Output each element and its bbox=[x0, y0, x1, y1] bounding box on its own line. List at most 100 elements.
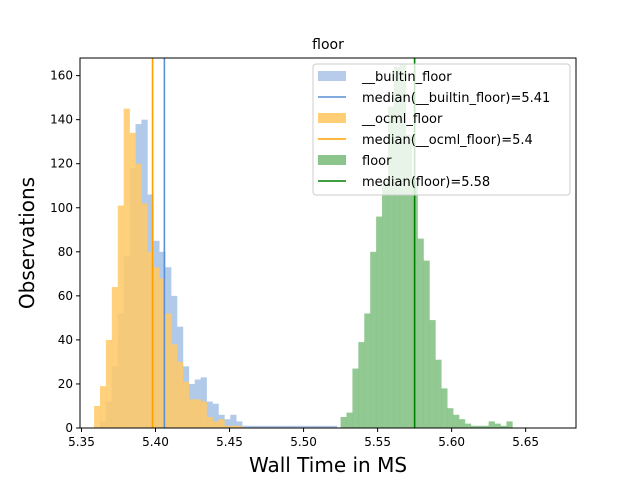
bar bbox=[417, 238, 424, 428]
legend-items: __builtin_floor median(__builtin_floor)=5… bbox=[318, 70, 550, 190]
bar bbox=[358, 342, 365, 428]
x-axis-label: Wall Time in MS bbox=[249, 453, 407, 477]
x-tick-label: 5.45 bbox=[216, 435, 243, 449]
bar bbox=[194, 399, 201, 428]
legend-entry-label: __builtin_floor bbox=[361, 70, 452, 85]
bar bbox=[218, 419, 225, 428]
bar bbox=[242, 425, 249, 428]
bar bbox=[441, 388, 448, 428]
bar bbox=[153, 267, 160, 428]
y-tick-label: 0 bbox=[65, 421, 73, 435]
bar bbox=[352, 368, 359, 428]
bar bbox=[277, 425, 284, 428]
bar bbox=[265, 425, 273, 428]
bar bbox=[230, 425, 237, 428]
bar bbox=[206, 401, 213, 428]
bar bbox=[387, 106, 395, 428]
bar bbox=[453, 414, 460, 428]
bar bbox=[253, 425, 261, 428]
bar bbox=[295, 425, 302, 428]
bar bbox=[200, 401, 207, 428]
bar bbox=[447, 408, 454, 428]
legend-patch-swatch bbox=[318, 71, 346, 81]
bar bbox=[165, 313, 172, 428]
bar bbox=[423, 260, 430, 428]
bar bbox=[212, 403, 219, 428]
bar bbox=[283, 425, 290, 428]
bar bbox=[271, 425, 278, 428]
bar bbox=[476, 425, 484, 428]
bar bbox=[330, 425, 338, 428]
legend-entry-label: floor bbox=[362, 154, 392, 169]
y-axis-label: Observations bbox=[15, 177, 39, 309]
y-tick-label: 160 bbox=[50, 69, 73, 83]
bar bbox=[206, 416, 213, 428]
bar bbox=[248, 425, 255, 428]
bar bbox=[376, 216, 383, 428]
y-tick-label: 120 bbox=[50, 157, 73, 171]
legend-patch-swatch bbox=[318, 113, 346, 123]
x-tick-label: 5.35 bbox=[68, 435, 95, 449]
chart-title: floor bbox=[312, 37, 344, 53]
bar bbox=[236, 425, 243, 428]
x-tick-label: 5.60 bbox=[438, 435, 465, 449]
bar bbox=[382, 181, 389, 428]
legend-entry-label: median(__ocml_floor)=5.4 bbox=[362, 133, 533, 148]
bar bbox=[405, 135, 412, 428]
bar bbox=[364, 313, 371, 428]
bar bbox=[182, 381, 190, 428]
bar bbox=[464, 423, 472, 428]
y-tick-label: 100 bbox=[50, 201, 73, 215]
series-1-bars bbox=[94, 108, 243, 429]
bar bbox=[500, 425, 507, 428]
bar bbox=[224, 419, 231, 428]
bar bbox=[141, 203, 148, 428]
legend: __builtin_floor median(__builtin_floor)=5… bbox=[312, 63, 571, 196]
bar bbox=[135, 163, 142, 428]
bar bbox=[147, 251, 154, 428]
y-tick-label: 140 bbox=[50, 113, 73, 127]
x-tick-label: 5.55 bbox=[364, 435, 391, 449]
bar bbox=[482, 425, 489, 428]
legend-frame bbox=[312, 63, 571, 196]
x-tick-label: 5.40 bbox=[142, 435, 169, 449]
x-tick-label: 5.50 bbox=[290, 435, 317, 449]
bar bbox=[346, 412, 353, 428]
bar bbox=[313, 425, 320, 428]
bar bbox=[111, 287, 119, 428]
bar bbox=[494, 423, 501, 428]
legend-patch-swatch bbox=[318, 155, 346, 165]
bar bbox=[370, 251, 377, 428]
plot-frame bbox=[79, 57, 577, 429]
bar bbox=[236, 421, 243, 428]
bar bbox=[212, 421, 219, 428]
series-2-bars bbox=[340, 64, 513, 429]
y-tick-label: 40 bbox=[58, 333, 73, 347]
bar bbox=[117, 205, 124, 428]
bar bbox=[224, 425, 231, 428]
histogram-bars bbox=[94, 64, 513, 429]
bar bbox=[171, 344, 178, 428]
y-tick-label: 60 bbox=[58, 289, 73, 303]
bar bbox=[459, 419, 466, 428]
bar bbox=[129, 132, 136, 428]
bar bbox=[429, 320, 436, 428]
legend-entry-label: median(floor)=5.58 bbox=[362, 175, 490, 190]
bar bbox=[399, 64, 407, 429]
bar bbox=[435, 359, 442, 428]
bar bbox=[230, 414, 237, 428]
bar bbox=[123, 108, 130, 429]
bar bbox=[159, 278, 166, 428]
y-tick-label: 20 bbox=[58, 377, 73, 391]
x-tick-label: 5.65 bbox=[512, 435, 539, 449]
bar bbox=[105, 339, 113, 428]
y-axis-ticks: 0 20 40 60 80 100 120 140 160 bbox=[50, 69, 80, 435]
bar bbox=[289, 425, 296, 428]
bar bbox=[319, 425, 326, 428]
bar bbox=[176, 361, 184, 428]
bar bbox=[301, 425, 308, 428]
bar bbox=[259, 425, 267, 428]
y-tick-label: 80 bbox=[58, 245, 73, 259]
bar bbox=[94, 405, 101, 428]
